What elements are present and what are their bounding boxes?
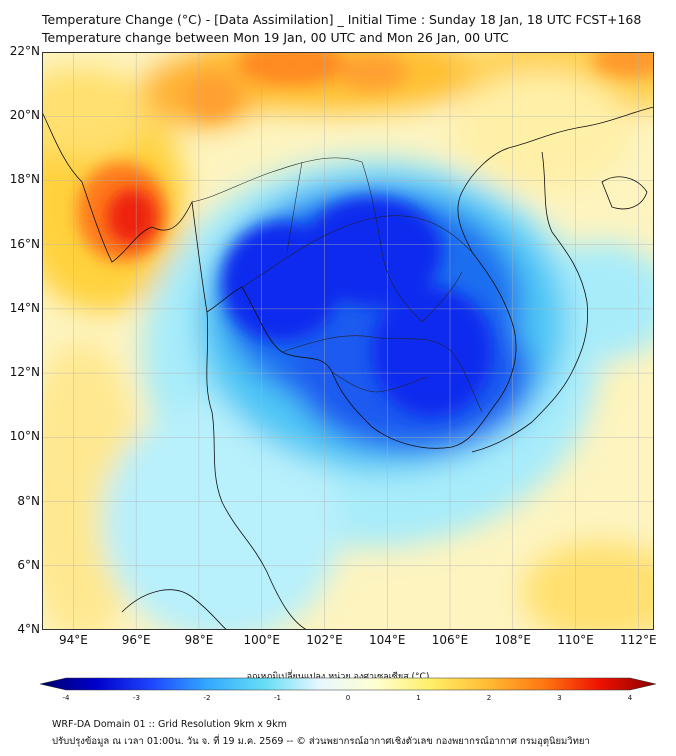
lon-label: 108°E [494, 633, 532, 647]
lat-label: 16°N [9, 236, 40, 251]
lon-label: 102°E [306, 633, 343, 647]
lat-label: 10°N [9, 429, 40, 444]
colorbar-title: อุณหภูมิเปลี่ยนแปลง หน่วย องศาเซลเซียส (… [246, 672, 430, 682]
temperature-change-map [42, 52, 654, 630]
lat-label: 18°N [9, 172, 40, 187]
lat-label: 4°N [17, 622, 40, 636]
map-subtitle: Temperature change between Mon 19 Jan, 0… [42, 30, 509, 45]
map-frame [42, 52, 654, 630]
country-borders [191, 157, 483, 413]
lon-label: 98°E [184, 633, 214, 647]
lon-label: 106°E [431, 633, 469, 647]
colorbar-tick-label: -3 [133, 694, 140, 702]
colorbar-tick-label: 4 [627, 694, 633, 702]
colorbar-tick-label: 2 [486, 694, 492, 702]
lat-label: 20°N [9, 108, 40, 123]
map-title: Temperature Change (°C) - [Data Assimila… [42, 12, 642, 27]
lat-label: 6°N [17, 557, 40, 572]
colorbar-tick-label: 0 [345, 694, 351, 702]
colorbar-tick-label: -2 [203, 694, 211, 702]
map-graticule [42, 52, 654, 630]
lon-label: 100°E [243, 633, 280, 647]
colorbar-tick-label: -1 [274, 694, 281, 702]
lon-label: 110°E [557, 633, 594, 647]
lon-label: 112°E [620, 633, 657, 647]
model-info: WRF-DA Domain 01 :: Grid Resolution 9km … [52, 719, 287, 730]
lat-label: 14°N [9, 300, 40, 315]
lon-label: 104°E [368, 633, 406, 647]
colorbar [40, 677, 656, 691]
coastlines [42, 106, 654, 630]
lon-label: 94°E [58, 633, 88, 647]
colorbar-tick-label: 1 [416, 694, 421, 702]
colorbar-tick-label: 3 [557, 694, 562, 702]
lat-label: 12°N [9, 365, 40, 380]
lat-label: 22°N [9, 44, 40, 58]
update-credit: ปรับปรุงข้อมูล ณ เวลา 01:00น. วัน จ. ที่… [52, 736, 590, 747]
lon-label: 96°E [121, 633, 151, 647]
colorbar-tick-label: -4 [62, 694, 70, 702]
lat-label: 8°N [17, 493, 40, 508]
